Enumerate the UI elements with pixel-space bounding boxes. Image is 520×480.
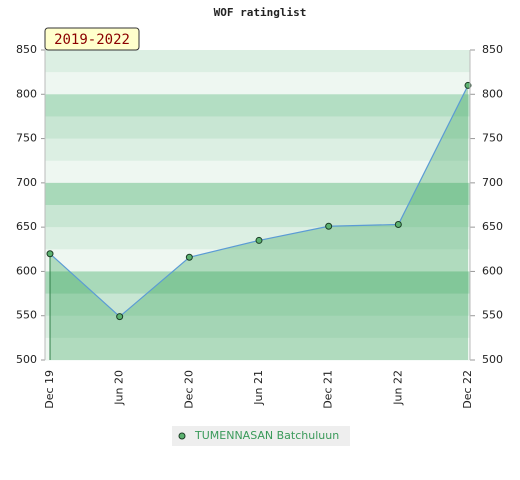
y-tick-label: 700 [16, 176, 37, 189]
stripe [45, 182, 470, 206]
badge-box [44, 27, 140, 51]
y-tick-label: 550 [16, 309, 37, 322]
legend-marker [178, 432, 186, 440]
stripe [45, 116, 470, 140]
stripe [45, 249, 470, 272]
stripe [45, 205, 470, 228]
x-tick-label: Dec 21 [322, 370, 335, 409]
stripe [45, 94, 470, 117]
stripe [45, 160, 470, 184]
point [325, 222, 333, 230]
y2-tick-label: 750 [482, 132, 503, 145]
y2-tick-label: 650 [482, 220, 503, 233]
y2-tick-label: 850 [482, 43, 503, 56]
stripe [45, 72, 470, 95]
y2-tick-label: 600 [482, 264, 503, 277]
y-tick-label: 600 [16, 264, 37, 277]
stripe [45, 293, 470, 317]
area [50, 85, 468, 360]
point [185, 253, 193, 261]
legend-box [172, 426, 350, 446]
x-tick-label: Jun 22 [391, 370, 404, 406]
stripe [45, 138, 470, 162]
y2-tick-label: 500 [482, 353, 503, 366]
stripe [45, 271, 470, 295]
badge: 2019-2022 [54, 32, 130, 48]
x-tick-label: Jun 21 [252, 370, 265, 406]
y2-tick-label: 800 [482, 87, 503, 100]
stripe [45, 337, 470, 361]
y2-tick-label: 550 [482, 309, 503, 322]
chart-title: WOF ratinglist [214, 6, 307, 19]
point [394, 220, 402, 228]
plot-area [45, 50, 472, 361]
point [116, 313, 124, 321]
stripe [45, 315, 470, 339]
y2-tick-label: 700 [482, 176, 503, 189]
y-tick-label: 650 [16, 220, 37, 233]
stripe [45, 50, 470, 73]
x-tick-label: Jun 20 [113, 370, 126, 406]
x-tick-label: Dec 20 [182, 370, 195, 409]
x-tick-label: Dec 22 [461, 370, 474, 409]
point [46, 250, 54, 258]
y-tick-label: 750 [16, 132, 37, 145]
legend-label: TUMENNASAN Batchuluun [194, 429, 339, 442]
x-tick-label: Dec 19 [43, 370, 56, 409]
y-tick-label: 500 [16, 353, 37, 366]
y-tick-label: 800 [16, 87, 37, 100]
y-tick-label: 850 [16, 43, 37, 56]
point [255, 236, 263, 244]
